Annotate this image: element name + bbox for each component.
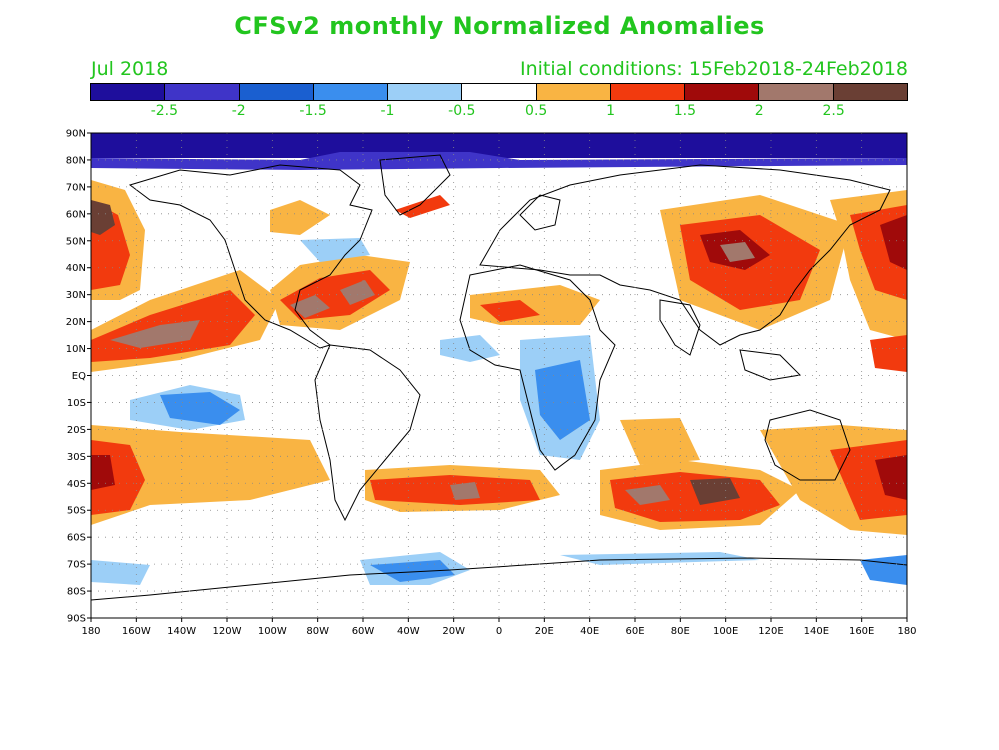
lat-label: 20N	[66, 317, 86, 328]
colorbar-segment	[388, 84, 463, 100]
month-label: Jul 2018	[91, 58, 169, 80]
lat-label: 50S	[67, 506, 86, 517]
lon-label: 100E	[713, 626, 738, 637]
colorbar-label: 1.5	[673, 103, 697, 119]
lat-label: EQ	[72, 371, 86, 382]
colorbar-label: -2.5	[150, 103, 179, 119]
gridlines	[91, 133, 907, 618]
colorbar-label: 0.5	[525, 103, 548, 119]
lon-label: 180	[897, 626, 916, 637]
lon-label: 100W	[258, 626, 287, 637]
colorbar-label: -1	[380, 103, 395, 119]
lon-label: 20E	[535, 626, 554, 637]
lon-label: 120W	[213, 626, 242, 637]
lon-label: 0	[496, 626, 502, 637]
colorbar-label: -2	[231, 103, 246, 119]
lon-label: 40W	[397, 626, 420, 637]
lat-label: 50N	[66, 236, 86, 247]
lat-label: 10N	[66, 344, 86, 355]
lon-label: 20W	[442, 626, 465, 637]
lat-label: 80S	[67, 587, 86, 598]
lat-label: 40N	[66, 263, 86, 274]
colorbar-segment	[239, 84, 314, 100]
lon-label: 140E	[804, 626, 829, 637]
colorbar-segment	[759, 84, 834, 100]
colorbar-label: -1.5	[299, 103, 327, 119]
coastlines	[91, 154, 907, 601]
colorbar-label: 2	[754, 103, 764, 119]
lon-label: 120E	[758, 626, 783, 637]
lat-label: 60S	[67, 533, 86, 544]
colorbar-label: -0.5	[448, 103, 476, 119]
lat-label: 40S	[67, 479, 86, 490]
lat-label: 70S	[67, 560, 86, 571]
lon-label: 180	[81, 626, 100, 637]
map-title: CFSv2 monthly Normalized Anomalies	[234, 12, 765, 40]
lon-label: 140W	[167, 626, 196, 637]
lon-label: 160E	[849, 626, 874, 637]
colorbar-label: 1	[606, 103, 615, 119]
colorbar-segment	[91, 84, 166, 100]
colorbar-segment	[685, 84, 760, 100]
lon-label: 60E	[625, 626, 644, 637]
lon-label: 40E	[580, 626, 599, 637]
lon-label: 160W	[122, 626, 151, 637]
colorbar-segment	[462, 84, 537, 100]
lat-label: 80N	[66, 155, 86, 166]
lat-label: 30N	[66, 290, 86, 301]
lat-label: 20S	[67, 425, 86, 436]
colorbar-segment	[610, 84, 686, 100]
lon-label: 80W	[306, 626, 329, 637]
lat-label: 90N	[66, 129, 86, 140]
colorbar-segment	[165, 84, 240, 100]
colorbar-segment	[313, 84, 389, 100]
colorbar-label: 2.5	[822, 103, 845, 119]
init-conditions-label: Initial conditions: 15Feb2018-24Feb2018	[520, 58, 908, 80]
lat-label: 30S	[67, 452, 86, 463]
colorbar-segment	[536, 84, 611, 100]
lat-label: 60N	[66, 209, 86, 220]
lon-label: 80E	[671, 626, 690, 637]
colorbar	[90, 83, 908, 101]
lat-label: 90S	[67, 614, 86, 625]
axis-ticks: 90N 80N 70N 60N 50N 40N 30N 20N 10N EQ 10S 20S 30S 40…	[66, 129, 917, 638]
lon-label: 60W	[352, 626, 375, 637]
colorbar-segment	[833, 84, 907, 100]
lat-label: 10S	[67, 398, 86, 409]
lat-label: 70N	[66, 182, 86, 193]
